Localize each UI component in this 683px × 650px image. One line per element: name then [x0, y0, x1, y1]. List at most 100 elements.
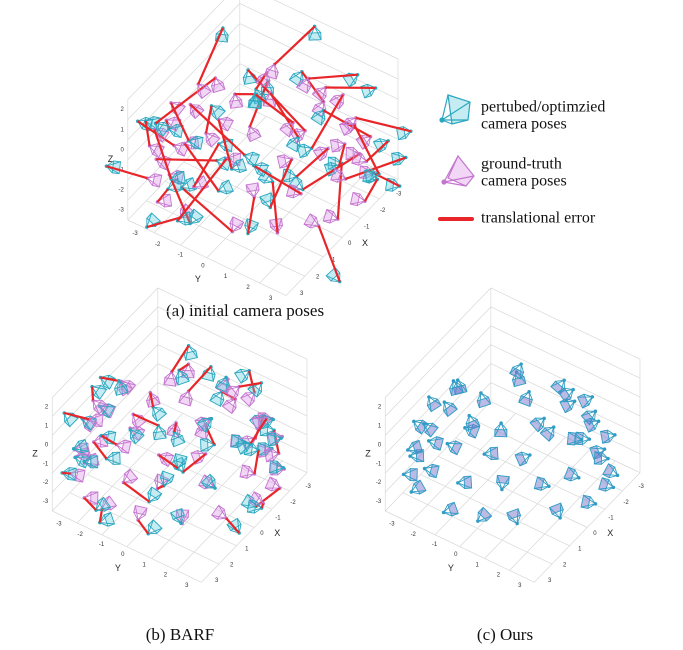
camera-edge: [123, 478, 138, 483]
camera-edge: [244, 154, 256, 167]
camera-edge: [148, 493, 162, 502]
camera-edge: [145, 117, 161, 122]
camera-center: [551, 425, 556, 429]
camera-edge: [312, 87, 326, 95]
camera-edge: [258, 442, 273, 449]
camera-edge: [289, 71, 303, 81]
translation-error: [156, 484, 165, 490]
camera-edge: [349, 74, 358, 88]
camera-edge: [239, 473, 255, 478]
camera-edge: [602, 434, 616, 444]
camera-edge: [270, 460, 284, 469]
camera-edge: [73, 448, 89, 452]
translation-error: [253, 164, 302, 195]
camera-edge: [334, 168, 346, 180]
camera-edge: [209, 391, 222, 401]
camera-perturbed: [82, 455, 99, 469]
z-axis-label: Z: [32, 449, 38, 459]
translation-error: [149, 392, 155, 408]
x-axis-label: X: [362, 238, 368, 248]
camera-edge: [222, 398, 236, 407]
camera-edge: [549, 507, 561, 519]
grid-line: [509, 460, 616, 571]
camera-edge: [528, 391, 531, 407]
camera-edge: [248, 499, 262, 509]
camera-edge: [116, 441, 132, 446]
grid-line: [259, 166, 372, 284]
camera-edge: [351, 160, 367, 164]
translation-error: [158, 454, 179, 470]
translation-error: [217, 119, 233, 170]
camera-edge: [598, 486, 614, 490]
camera-edge: [171, 371, 177, 387]
camera-center: [606, 456, 610, 461]
camera-perturbed: [233, 368, 251, 384]
camera-edge: [106, 458, 121, 465]
camera-perturbed: [244, 218, 260, 236]
camera-edge: [299, 147, 312, 158]
camera-edge: [484, 453, 499, 460]
camera-center: [500, 487, 504, 492]
camera-edge: [240, 443, 252, 455]
camera-edge: [519, 454, 531, 467]
cameras: [401, 362, 620, 526]
grid-line: [126, 436, 233, 547]
camera-edge: [231, 168, 247, 171]
camera-edge: [282, 176, 297, 182]
camera-center: [82, 460, 86, 464]
camera-perturbed: [296, 143, 314, 159]
camera-edge: [548, 427, 555, 442]
camera-edge: [279, 122, 294, 130]
camera-edge: [148, 486, 153, 502]
camera-edge: [509, 363, 522, 374]
camera-perturbed: [71, 438, 89, 454]
camera: [506, 508, 522, 526]
camera-edge: [296, 136, 299, 152]
camera-perturbed: [200, 473, 217, 490]
camera-center: [456, 481, 460, 485]
y-tick-label: 2: [164, 573, 168, 579]
translation-error: [137, 519, 150, 535]
translation-error: [255, 93, 294, 124]
camera-edge: [214, 77, 226, 90]
camera-edge: [181, 363, 189, 378]
translation-error: [62, 471, 71, 475]
camera-edge: [130, 427, 145, 431]
camera-edge: [181, 187, 197, 190]
camera-edge: [464, 427, 476, 439]
z-tick-label: 1: [120, 127, 124, 133]
camera-edge: [356, 136, 371, 140]
camera-edge: [153, 425, 159, 440]
camera-edge: [247, 222, 259, 234]
camera-base: [170, 507, 185, 520]
camera-edge: [74, 456, 86, 469]
camera-edge: [288, 122, 294, 138]
y-tick-label: -2: [411, 532, 417, 538]
camera: [559, 398, 577, 414]
translation-error: [295, 147, 329, 178]
y-axis-label: Y: [448, 563, 454, 573]
camera-perturbed: [97, 403, 116, 419]
camera-edge: [88, 418, 103, 428]
camera: [576, 393, 595, 409]
camera-center: [213, 486, 217, 490]
grid-line: [51, 306, 159, 417]
translation-error: [363, 178, 379, 202]
camera-perturbed: [216, 179, 234, 195]
grid-line: [484, 448, 591, 559]
camera-center: [577, 476, 581, 480]
camera-edge: [231, 398, 236, 414]
camera: [518, 389, 533, 408]
camera-base: [170, 435, 186, 448]
x-tick-label: 3: [300, 291, 304, 297]
camera-edge: [149, 145, 165, 148]
camera-edge: [268, 437, 282, 447]
camera: [401, 468, 418, 482]
camera-edge: [428, 440, 441, 451]
camera-edge: [99, 522, 115, 525]
camera-edge: [200, 438, 215, 446]
camera-base: [229, 216, 245, 230]
z-tick-label: 0: [45, 442, 49, 448]
x-axis-label: X: [274, 528, 280, 538]
camera-perturbed: [183, 343, 198, 361]
